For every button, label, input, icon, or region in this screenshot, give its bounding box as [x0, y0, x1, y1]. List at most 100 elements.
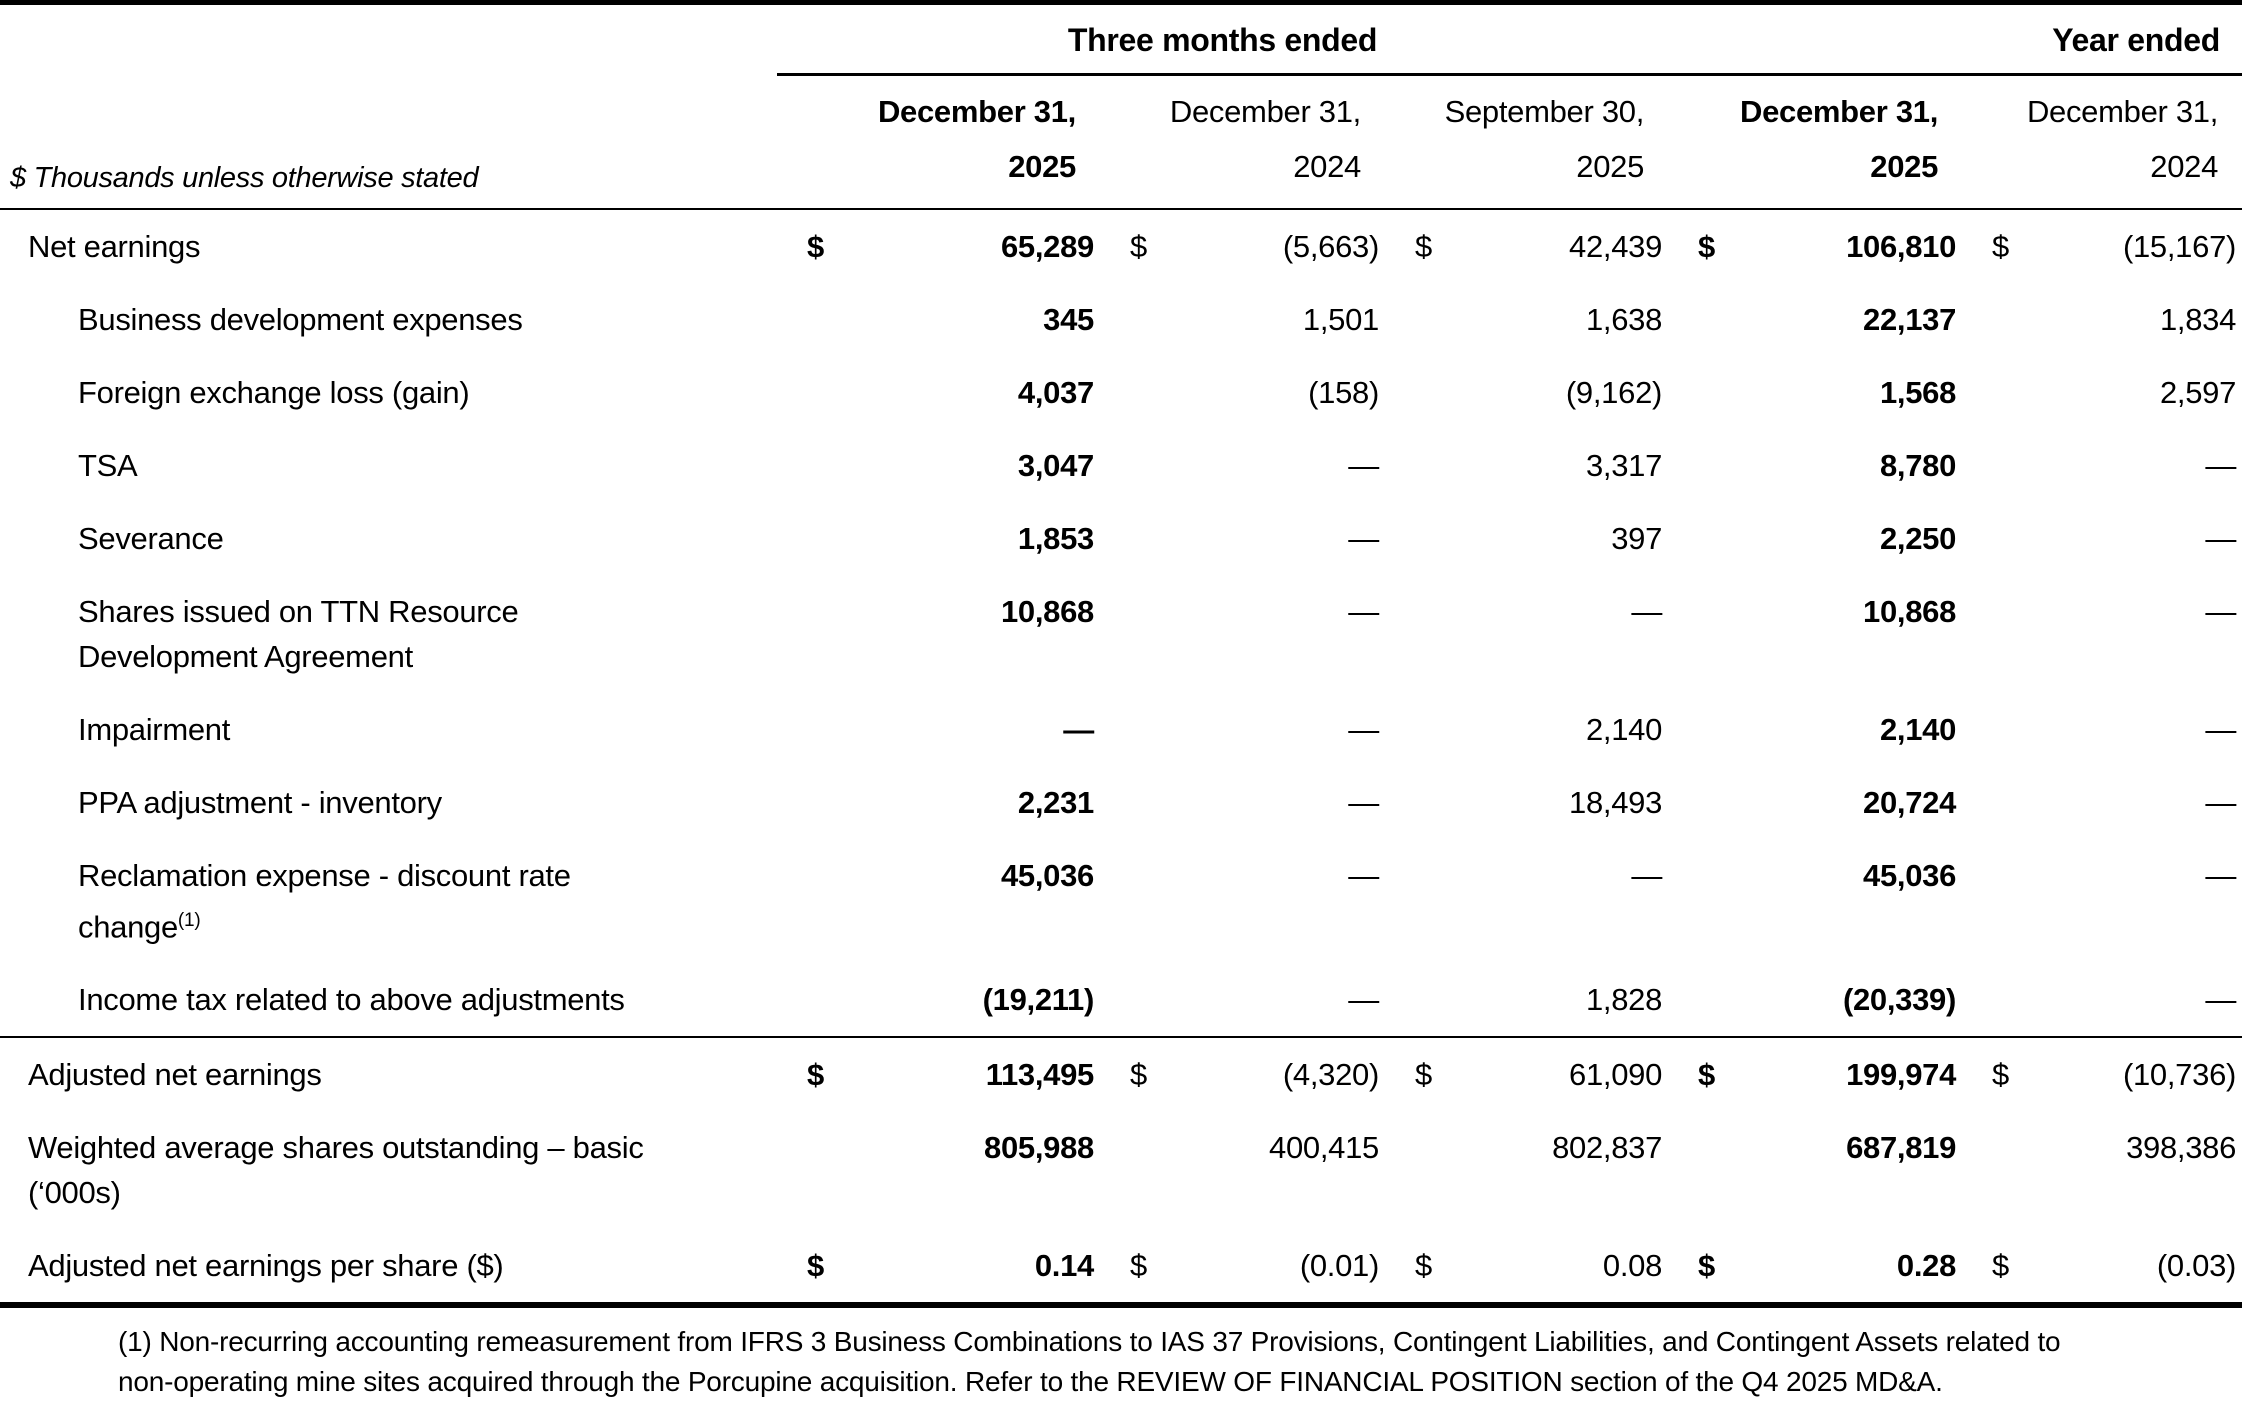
row-label: Severance: [78, 521, 224, 556]
cell-value: 3,047: [1017, 448, 1094, 483]
currency-symbol: $: [1415, 229, 1432, 264]
value-cell: —: [1962, 839, 2242, 963]
cell-value: (15,167): [2122, 229, 2237, 264]
value-cell: $113,495: [777, 1037, 1100, 1111]
row-label: Impairment: [78, 712, 231, 747]
cell-value: 8,780: [1879, 448, 1957, 483]
value-cell: 2,231: [777, 766, 1100, 839]
value-cell: —: [1100, 839, 1385, 963]
value-cell: —: [1962, 963, 2242, 1039]
cell-value: —: [1631, 594, 1663, 629]
cell-value: —: [2205, 858, 2237, 893]
cell-value: —: [2205, 982, 2237, 1018]
currency-symbol: $: [1992, 1057, 2009, 1093]
group-header-row: Three months ended Year ended: [0, 2, 2242, 76]
table-row: Adjusted net earnings $113,495 $ (4,320) $61…: [0, 1037, 2242, 1111]
value-cell: 45,036: [1668, 839, 1962, 963]
value-cell: 2,140: [1385, 693, 1668, 766]
cell-value: —: [1348, 594, 1379, 629]
value-cell: (9,162): [1385, 356, 1668, 429]
cell-value: 1,853: [1017, 521, 1094, 556]
table-row: Reclamation expense - discount rate chan…: [0, 839, 2242, 963]
value-cell: 2,597: [1962, 356, 2242, 429]
value-cell: —: [1100, 963, 1385, 1039]
cell-value: (0.03): [2156, 1248, 2237, 1284]
cell-value: —: [1348, 785, 1379, 820]
value-cell: 2,250: [1668, 502, 1962, 575]
cell-value: 345: [1043, 302, 1094, 337]
value-cell: $ (5,663): [1100, 209, 1385, 283]
cell-value: (0.01): [1299, 1248, 1379, 1284]
value-cell: —: [1385, 839, 1668, 963]
value-cell: 10,868: [1668, 575, 1962, 693]
cell-value: 10,868: [1000, 594, 1094, 629]
table-row: Business development expenses 345 1,501 1,6…: [0, 283, 2242, 356]
cell-value: (9,162): [1565, 375, 1663, 410]
cell-value: 20,724: [1863, 785, 1957, 820]
cell-value: —: [2205, 712, 2237, 747]
cell-value: (10,736): [2122, 1057, 2237, 1093]
currency-symbol: $: [807, 1248, 824, 1284]
cell-value: 18,493: [1569, 785, 1663, 820]
value-cell: 345: [777, 283, 1100, 356]
value-cell: 1,834: [1962, 283, 2242, 356]
table-subtitle: $ Thousands unless otherwise stated: [0, 74, 777, 210]
table-row: Weighted average shares outstanding – ba…: [0, 1111, 2242, 1229]
value-cell: 398,386: [1962, 1111, 2242, 1229]
cell-value: 4,037: [1017, 375, 1094, 410]
currency-symbol: $: [1130, 1057, 1147, 1093]
value-cell: $106,810: [1668, 209, 1962, 283]
footnote-ref: (1): [177, 910, 201, 931]
value-cell: $0.28: [1668, 1229, 1962, 1305]
value-cell: —: [1100, 502, 1385, 575]
value-cell: $ (0.01): [1100, 1229, 1385, 1305]
value-cell: —: [1100, 693, 1385, 766]
value-cell: 1,638: [1385, 283, 1668, 356]
value-cell: (19,211): [777, 963, 1100, 1039]
row-label: Foreign exchange loss (gain): [78, 375, 470, 410]
cell-value: 1,568: [1879, 375, 1957, 410]
cell-value: (19,211): [982, 982, 1095, 1018]
value-cell: 4,037: [777, 356, 1100, 429]
column-header-line1: December 31,: [1169, 94, 1361, 129]
value-cell: —: [1962, 429, 2242, 502]
cell-value: —: [1348, 858, 1379, 893]
currency-symbol: $: [1415, 1057, 1432, 1093]
column-header-fy-2024: December 31, 2024: [1962, 74, 2242, 210]
cell-value: —: [1348, 982, 1379, 1018]
currency-symbol: $: [1130, 229, 1147, 264]
currency-symbol: $: [1992, 1248, 2009, 1284]
value-cell: —: [1100, 575, 1385, 693]
value-cell: —: [1100, 429, 1385, 502]
cell-value: 398,386: [2126, 1130, 2237, 1166]
currency-symbol: $: [1698, 1248, 1715, 1284]
column-header-fy-2025: December 31, 2025: [1668, 74, 1963, 210]
cell-value: 3,317: [1585, 448, 1663, 483]
value-cell: $ (15,167): [1962, 209, 2242, 283]
cell-value: 2,140: [1879, 712, 1957, 747]
value-cell: 10,868: [777, 575, 1100, 693]
row-label: Reclamation expense - discount rate chan…: [78, 858, 571, 945]
value-cell: $ (0.03): [1962, 1229, 2242, 1305]
cell-value: —: [1348, 448, 1379, 483]
value-cell: 45,036: [777, 839, 1100, 963]
row-label: Income tax related to above adjustments: [0, 963, 777, 1039]
value-cell: (20,339): [1668, 963, 1963, 1039]
column-header-q4-2025: December 31, 2025: [777, 74, 1100, 210]
cell-value: —: [2205, 448, 2237, 483]
cell-value: 106,810: [1846, 229, 1957, 264]
value-cell: (158): [1100, 356, 1385, 429]
value-cell: 1,828: [1385, 963, 1669, 1039]
table-row: Net earnings $65,289 $ (5,663) $42,439 $106,8…: [0, 209, 2242, 283]
column-header-line1: September 30,: [1444, 94, 1645, 129]
cell-value: —: [2205, 521, 2237, 556]
column-header-row: $ Thousands unless otherwise stated Dece…: [0, 74, 2242, 210]
row-label: Adjusted net earnings per share ($): [28, 1248, 504, 1284]
value-cell: 1,501: [1100, 283, 1385, 356]
row-label: Adjusted net earnings: [28, 1057, 322, 1093]
cell-value: 400,415: [1269, 1130, 1379, 1166]
column-header-line2: 2025: [1870, 149, 1939, 184]
row-label: Net earnings: [28, 229, 201, 264]
cell-value: 397: [1611, 521, 1663, 556]
